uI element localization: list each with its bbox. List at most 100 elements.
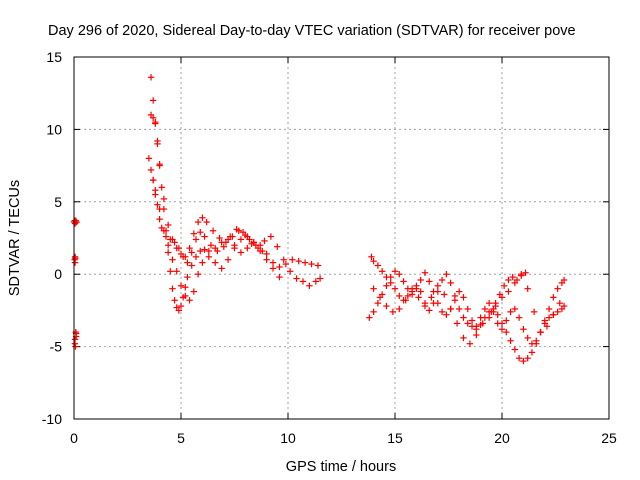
data-point: [171, 239, 178, 246]
data-point: [246, 236, 253, 243]
data-point: [366, 314, 373, 321]
data-point: [543, 323, 551, 330]
data-point: [441, 291, 448, 298]
series-track-2: [147, 111, 324, 289]
data-point: [164, 221, 172, 229]
x-tick-label: 20: [494, 430, 510, 446]
data-point: [550, 311, 557, 318]
data-point: [295, 257, 302, 265]
data-point: [177, 282, 185, 289]
data-point: [417, 276, 424, 284]
data-point: [464, 320, 471, 327]
data-point: [293, 275, 300, 282]
data-point: [378, 268, 386, 275]
data-point: [396, 305, 403, 313]
data-point: [477, 314, 484, 321]
data-point: [391, 285, 399, 292]
data-point: [530, 308, 538, 316]
data-point: [396, 271, 403, 278]
data-point: [509, 273, 516, 281]
data-point: [252, 242, 260, 249]
data-point: [505, 288, 512, 295]
data-point: [524, 354, 531, 362]
ticks-layer: 0 5 10 15 20 25 -10 -5 0 5 10 15: [42, 49, 617, 446]
data-point: [231, 244, 238, 252]
data-point: [460, 334, 467, 342]
data-point: [408, 288, 416, 295]
data-point: [186, 244, 193, 252]
data-point: [453, 320, 461, 327]
data-point: [494, 311, 501, 318]
y-tick-label: 0: [54, 266, 62, 282]
data-point: [533, 337, 540, 345]
data-point: [481, 305, 489, 313]
data-point: [259, 247, 266, 255]
data-point: [498, 326, 506, 333]
data-point: [156, 160, 163, 168]
data-point: [160, 195, 168, 203]
data-point: [511, 305, 519, 313]
data-point: [201, 233, 208, 240]
data-point: [149, 97, 157, 104]
data-point: [286, 268, 294, 275]
x-tick-label: 25: [601, 430, 617, 446]
data-point: [513, 276, 521, 284]
y-tick-label: 10: [46, 121, 62, 137]
data-point: [545, 314, 553, 321]
data-point: [199, 214, 206, 221]
y-tick-label: -10: [42, 411, 62, 427]
series-cluster-b-late-4: [488, 269, 529, 316]
data-point: [214, 247, 221, 255]
data-point: [522, 269, 529, 276]
data-point: [376, 294, 384, 301]
data-point: [456, 305, 463, 313]
data-point: [550, 294, 557, 301]
data-point: [554, 308, 561, 316]
data-point: [426, 307, 433, 314]
data-point: [451, 297, 459, 304]
data-point: [145, 155, 153, 162]
data-point: [520, 357, 527, 365]
data-point: [269, 259, 277, 266]
data-point: [466, 340, 474, 347]
data-point: [515, 354, 523, 362]
data-point: [212, 259, 219, 266]
data-point: [492, 299, 499, 307]
series-track-4: [149, 176, 266, 266]
data-point: [368, 253, 375, 261]
data-point: [182, 284, 189, 291]
data-point: [306, 282, 313, 289]
data-point: [184, 259, 191, 266]
data-point: [391, 268, 399, 275]
data-point: [415, 294, 422, 301]
data-point: [188, 262, 195, 269]
data-point: [387, 279, 394, 287]
x-tick-label: 15: [387, 430, 403, 446]
chart-title: Day 296 of 2020, Sidereal Day-to-day VTE…: [48, 23, 576, 39]
data-point: [485, 314, 493, 321]
data-point: [261, 237, 268, 245]
grid: [74, 57, 609, 419]
data-point: [72, 343, 79, 350]
data-point: [500, 282, 508, 289]
data-point: [276, 273, 283, 281]
series-cluster-a-early: [70, 217, 80, 350]
data-point: [158, 224, 165, 232]
data-point: [156, 215, 163, 223]
data-point: [207, 242, 215, 249]
data-point: [312, 278, 320, 285]
data-point: [197, 229, 204, 236]
data-point: [503, 328, 510, 336]
data-point: [244, 244, 251, 252]
data-point: [417, 288, 424, 295]
data-point: [169, 285, 176, 292]
data-point: [203, 218, 210, 226]
data-point: [438, 276, 446, 284]
data-point: [190, 288, 198, 295]
data-point: [447, 279, 454, 287]
data-point: [194, 218, 202, 226]
data-point: [515, 314, 523, 321]
data-point: [147, 74, 155, 81]
data-point: [167, 236, 174, 243]
